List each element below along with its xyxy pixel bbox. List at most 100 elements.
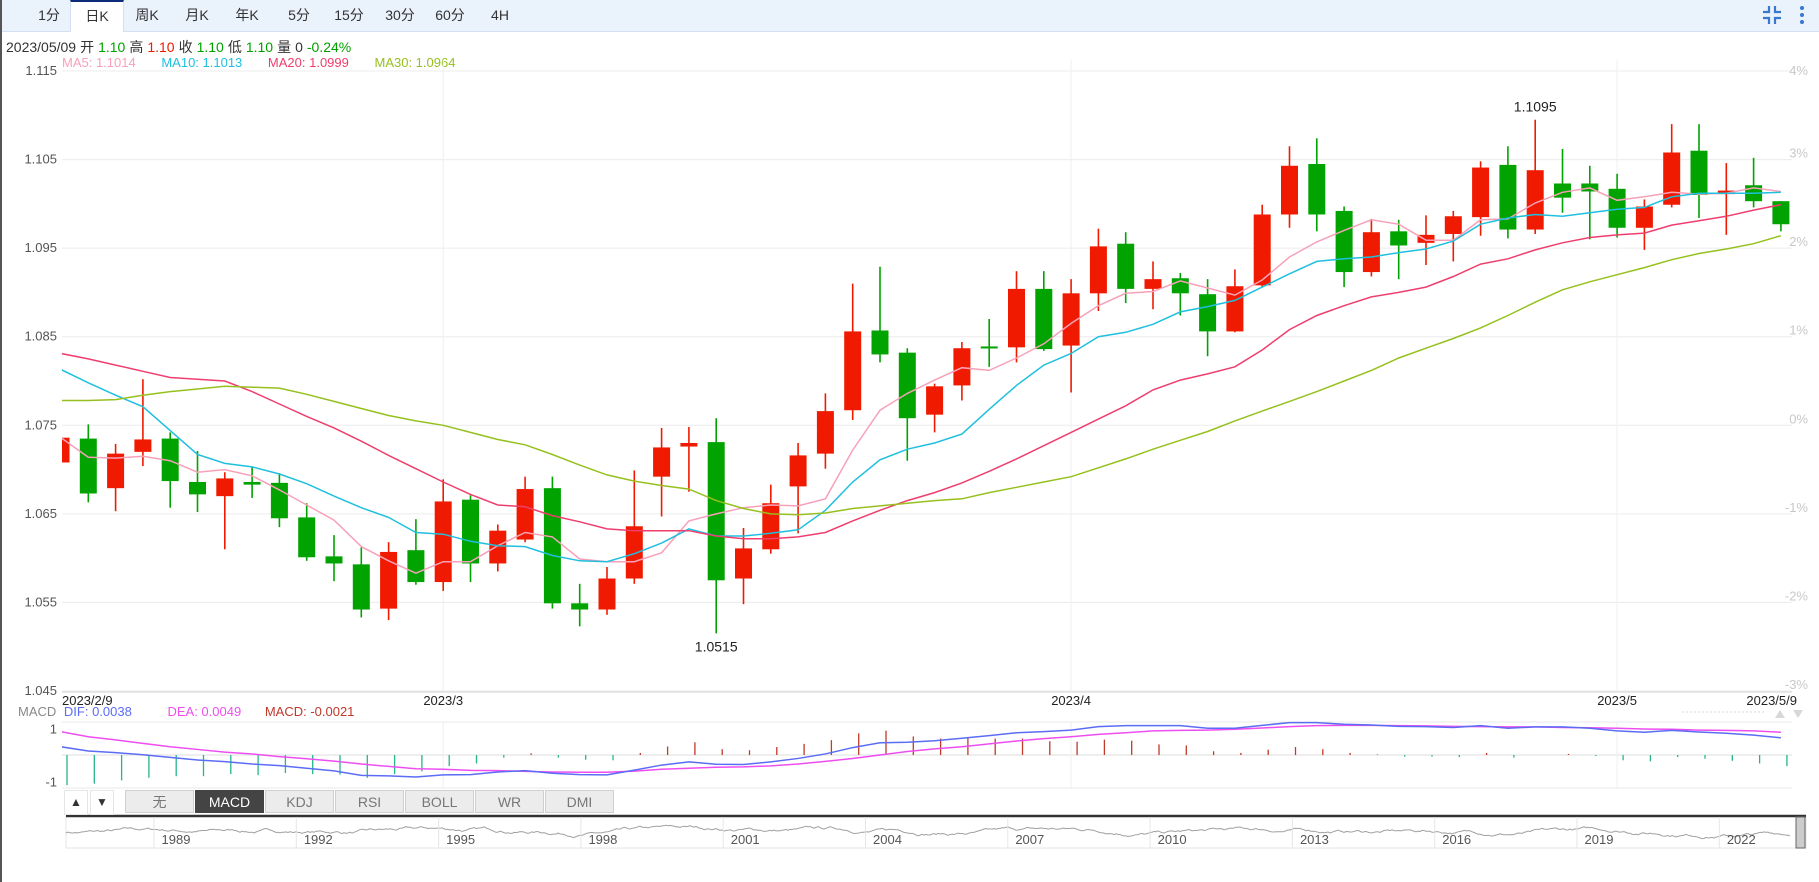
candle-down bbox=[1199, 279, 1217, 357]
ma20-line bbox=[62, 203, 1782, 540]
candle-body bbox=[189, 481, 206, 495]
navigator-year-label: 1998 bbox=[588, 832, 617, 847]
navigator-year-label: 1992 bbox=[304, 832, 333, 847]
candle-down bbox=[1390, 219, 1408, 280]
candle-body bbox=[1608, 188, 1626, 228]
tab-5min[interactable]: 5分 bbox=[288, 7, 310, 23]
ma5-line bbox=[62, 187, 1781, 575]
candle-up bbox=[1253, 204, 1271, 288]
candle-up bbox=[816, 393, 834, 469]
ma30-legend: MA30: 1.0964 bbox=[374, 55, 456, 70]
candle-body bbox=[1035, 288, 1053, 350]
navigator-year-label: 2004 bbox=[873, 832, 902, 847]
candle-up bbox=[625, 470, 643, 584]
candle-down bbox=[1335, 206, 1353, 288]
candle-down bbox=[543, 476, 561, 609]
candle-up bbox=[380, 542, 398, 621]
tab-4h[interactable]: 4H bbox=[491, 7, 509, 23]
candle-body bbox=[134, 439, 152, 452]
dif-legend: DIF: 0.0038 bbox=[63, 704, 132, 719]
chart-grid bbox=[62, 60, 1792, 788]
candle-body bbox=[1745, 185, 1763, 202]
indicator-tab-macd[interactable]: MACD bbox=[195, 790, 264, 813]
tab-weekly-k[interactable]: 周K bbox=[135, 7, 159, 23]
dif-line bbox=[62, 721, 1781, 778]
candle-body bbox=[325, 556, 343, 564]
navigator-year-label: 1989 bbox=[162, 832, 191, 847]
candle-body bbox=[407, 550, 425, 583]
open-label: 开 bbox=[80, 39, 95, 55]
candle-up bbox=[434, 479, 452, 591]
tab-15min[interactable]: 15分 bbox=[334, 7, 364, 23]
tab-60min[interactable]: 60分 bbox=[435, 7, 465, 23]
window-border bbox=[0, 0, 2, 882]
navigator-handle[interactable] bbox=[1795, 816, 1806, 849]
candle-down bbox=[325, 535, 343, 582]
candle-body bbox=[1581, 183, 1599, 192]
tab-30min[interactable]: 30分 bbox=[385, 7, 415, 23]
candle-down bbox=[871, 266, 889, 363]
tab-yearly-k[interactable]: 年K bbox=[235, 7, 259, 23]
volume-label: 量 bbox=[277, 39, 292, 55]
low-label: 低 bbox=[227, 39, 242, 55]
candle-down bbox=[898, 348, 916, 461]
indicator-tab-boll[interactable]: BOLL bbox=[405, 790, 474, 813]
navigator-year-label: 2013 bbox=[1300, 832, 1329, 847]
candle-body bbox=[462, 499, 479, 564]
candle-down bbox=[1690, 124, 1708, 219]
candle-body bbox=[434, 501, 452, 583]
candles bbox=[62, 119, 1790, 634]
indicator-tab-kdj[interactable]: KDJ bbox=[265, 790, 334, 813]
candle-up bbox=[1281, 146, 1298, 228]
indicator-tab-rsi[interactable]: RSI bbox=[335, 790, 404, 813]
candle-body bbox=[735, 548, 752, 579]
candle-body bbox=[1253, 214, 1271, 286]
candle-down bbox=[1499, 146, 1517, 239]
navigator-area bbox=[65, 815, 1807, 849]
candle-body bbox=[653, 447, 671, 477]
ohlc-info-row: 2023/05/09 开 1.10 高 1.10 收 1.10 低 1.10 量 0 -0.24% bbox=[6, 37, 355, 57]
candle-body bbox=[1772, 201, 1790, 225]
ma-lines bbox=[62, 187, 1782, 575]
navigator-price-line bbox=[65, 824, 1791, 840]
more-vertical-icon[interactable] bbox=[1798, 5, 1806, 25]
y-right-tick-label: -2% bbox=[1785, 588, 1809, 603]
y-tick-label: 1.055 bbox=[24, 594, 57, 609]
candle-down bbox=[79, 424, 97, 503]
candle-body bbox=[926, 386, 944, 415]
indicator-tab-wr[interactable]: WR bbox=[475, 790, 544, 813]
navigator-year-label: 2010 bbox=[1158, 832, 1187, 847]
candle-up bbox=[107, 443, 125, 512]
candle-body bbox=[762, 503, 780, 550]
y-tick-label: 1.105 bbox=[24, 152, 57, 167]
candle-body bbox=[1526, 170, 1544, 230]
candle-down bbox=[243, 466, 261, 498]
indicator-tab-none[interactable]: 无 bbox=[125, 790, 194, 813]
candle-body bbox=[1226, 286, 1244, 332]
candle-body bbox=[1390, 231, 1408, 246]
tab-1min[interactable]: 1分 bbox=[38, 7, 60, 23]
tab-monthly-k[interactable]: 月K bbox=[185, 7, 209, 23]
candle-up bbox=[489, 524, 507, 572]
y-tick-label: 1.095 bbox=[24, 240, 57, 255]
y-tick-label: 1.045 bbox=[24, 683, 57, 698]
scroll-down-icon bbox=[1793, 710, 1803, 718]
navigator-year-label: 2001 bbox=[731, 832, 760, 847]
candle-down bbox=[352, 547, 370, 618]
y-right-tick-label: -3% bbox=[1785, 677, 1809, 692]
y-right-tick-label: 4% bbox=[1789, 63, 1808, 78]
candle-body bbox=[352, 564, 370, 610]
indicator-tab-dmi[interactable]: DMI bbox=[545, 790, 614, 813]
candle-body bbox=[816, 411, 834, 454]
collapse-icon[interactable] bbox=[1762, 5, 1782, 25]
candle-body bbox=[1335, 210, 1353, 273]
tab-daily-k[interactable]: 日K bbox=[70, 0, 124, 32]
indicator-down-button[interactable]: ▼ bbox=[90, 790, 114, 815]
indicator-up-button[interactable]: ▲ bbox=[64, 790, 88, 815]
navigator: 1989 1992 1995 1998 2001 2004 2007 2010 2013 2016… bbox=[65, 814, 1807, 849]
candle-up bbox=[1717, 163, 1735, 235]
candle-body bbox=[1554, 183, 1571, 198]
candle-down bbox=[1035, 271, 1053, 351]
candle-body bbox=[298, 517, 316, 558]
